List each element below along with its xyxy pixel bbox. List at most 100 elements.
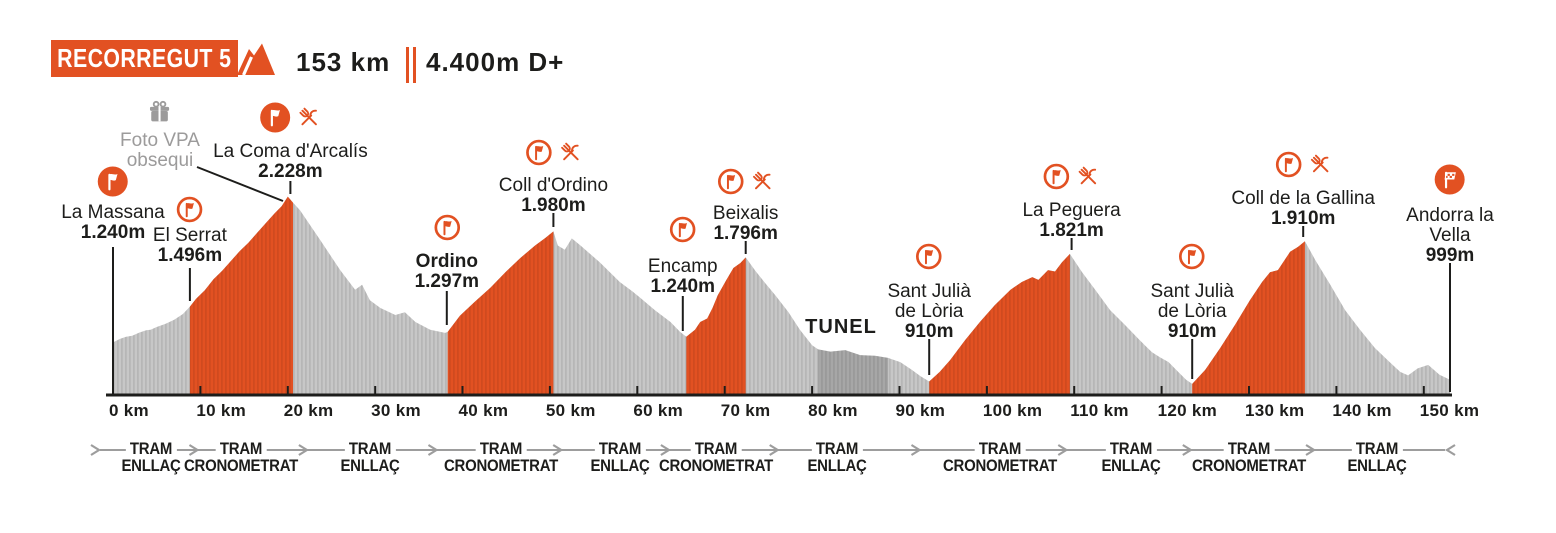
mountain-icon (236, 42, 276, 83)
food-station-icon (751, 170, 774, 198)
flag-outline-icon (176, 196, 203, 228)
waypoint-name: La Massana (61, 202, 165, 223)
waypoint-ordino: Ordino 1.297m (415, 214, 479, 292)
waypoint-altitude: 1.297m (414, 271, 480, 292)
segment-word-type: ENLLAÇ (590, 456, 650, 475)
segment-label-cronometrat-9: TRAM CRONOMETRAT (1184, 440, 1314, 475)
route-title: RECORREGUT 5 (57, 43, 232, 73)
waypoint-beixalis: Beixalis 1.796m (713, 168, 778, 244)
segment-label-enllac-10: TRAM ENLLAÇ (1344, 440, 1411, 475)
segment-word-type: CRONOMETRAT (184, 456, 299, 475)
waypoint-name: Sant Julià (1150, 281, 1234, 302)
segment-label-enllac-2: TRAM ENLLAÇ (337, 440, 404, 475)
photo-note-line2: obsequi (126, 150, 194, 171)
waypoint-la-coma-d-arcal-s: La Coma d'Arcalís 2.228m (213, 102, 368, 182)
x-axis-label-140km: 140 km (1332, 401, 1392, 420)
segment-label-cronometrat-5: TRAM CRONOMETRAT (651, 440, 781, 475)
food-station-icon (559, 141, 582, 169)
segment-word-type: ENLLAÇ (340, 456, 400, 475)
waypoint-coll-de-la-gallina: Coll de la Gallina 1.910m (1231, 151, 1375, 229)
x-axis-label-100km: 100 km (982, 401, 1043, 420)
waypoint-coll-d-ordino: Coll d'Ordino 1.980m (499, 139, 608, 216)
waypoint-la-peguera: La Peguera 1.821m (1022, 163, 1121, 241)
segment-label-cronometrat-3: TRAM CRONOMETRAT (436, 440, 566, 475)
separator-bar (413, 47, 416, 83)
x-axis-label-10km: 10 km (196, 401, 247, 420)
waypoint-name: Vella (1429, 225, 1471, 246)
route-title-box: RECORREGUT 5 (51, 40, 238, 77)
x-axis-label-70km: 70 km (720, 401, 771, 420)
flag-filled-icon (97, 166, 128, 202)
tunnel-label: TUNEL (805, 316, 877, 338)
segment-word-tram: TRAM (344, 440, 396, 457)
segment-word-type: CRONOMETRAT (443, 456, 558, 475)
segment-word-tram: TRAM (215, 440, 267, 457)
flag-finish-icon (1434, 164, 1465, 200)
waypoint-sant-juli-de-l-ria: Sant Julià de Lòria 910m (1150, 243, 1234, 342)
x-axis-label-30km: 30 km (371, 401, 421, 420)
waypoint-name: Andorra la (1406, 205, 1494, 226)
waypoint-encamp: Encamp 1.240m (648, 216, 718, 297)
gift-icon (147, 100, 174, 130)
waypoint-name: Encamp (647, 256, 718, 277)
segment-word-type: ENLLAÇ (1347, 456, 1408, 475)
segment-word-tram: TRAM (1223, 440, 1275, 457)
flag-outline-icon (433, 214, 460, 246)
segment-word-tram: TRAM (594, 440, 646, 457)
segment-word-type: CRONOMETRAT (1191, 456, 1306, 475)
segment-label-enllac-4: TRAM ENLLAÇ (586, 440, 653, 475)
flag-outline-icon (916, 243, 943, 275)
segment-label-enllac-6: TRAM ENLLAÇ (804, 440, 871, 475)
waypoint-altitude: 1.496m (157, 245, 223, 266)
waypoint-altitude: 910m (904, 321, 954, 342)
flag-outline-icon (669, 216, 696, 248)
segment-word-tram: TRAM (475, 440, 527, 457)
waypoint-altitude: 1.980m (521, 195, 586, 216)
segment-word-tram: TRAM (690, 440, 742, 457)
waypoint-la-massana: La Massana 1.240m (61, 166, 165, 243)
segment-word-tram: TRAM (125, 440, 177, 457)
waypoint-andorra-la-vella: Andorra la Vella 999m (1406, 164, 1494, 266)
waypoint-name: Coll de la Gallina (1231, 188, 1376, 209)
x-axis-label-40km: 40 km (458, 401, 509, 420)
segment-word-tram: TRAM (1351, 440, 1403, 457)
segment-label-enllac-0: TRAM ENLLAÇ (118, 440, 185, 474)
x-axis-label-60km: 60 km (633, 401, 684, 420)
waypoint-altitude: 1.821m (1039, 220, 1104, 241)
segment-word-tram: TRAM (974, 440, 1025, 457)
x-axis-label-20km: 20 km (283, 401, 334, 420)
x-axis-label-130km: 130 km (1245, 401, 1305, 420)
segment-label-enllac-8: TRAM ENLLAÇ (1097, 440, 1164, 474)
x-axis-label-120km: 120 km (1157, 401, 1218, 420)
segment-word-tram: TRAM (1105, 440, 1157, 457)
segment-word-type: CRONOMETRAT (658, 456, 773, 475)
segment-word-tram: TRAM (811, 440, 863, 457)
photo-note: Foto VPA obsequi (120, 99, 200, 171)
waypoint-name: de Lòria (1157, 301, 1227, 322)
flag-outline-icon (1275, 151, 1302, 183)
segment-label-cronometrat-1: TRAM CRONOMETRAT (177, 440, 307, 475)
waypoint-altitude: 1.240m (80, 222, 146, 243)
x-axis-label-150km: 150 km (1419, 401, 1480, 420)
total-distance: 153 km (296, 47, 391, 77)
x-axis-label-90km: 90 km (895, 401, 946, 420)
waypoint-altitude: 910m (1167, 321, 1217, 342)
waypoint-altitude: 1.240m (650, 276, 715, 297)
waypoint-el-serrat: El Serrat 1.496m (153, 196, 227, 266)
waypoint-name: Coll d'Ordino (498, 175, 609, 196)
waypoint-sant-juli-de-l-ria: Sant Julià de Lòria 910m (887, 243, 971, 342)
waypoint-name: La Coma d'Arcalís (213, 141, 368, 162)
flag-filled-icon (260, 102, 291, 138)
waypoint-name: Sant Julià (887, 281, 971, 302)
waypoint-altitude: 2.228m (258, 161, 323, 182)
x-axis-label-0km: 0 km (109, 401, 149, 420)
waypoint-name: Beixalis (712, 203, 779, 224)
waypoint-altitude: 1.910m (1270, 208, 1336, 229)
x-axis-label-50km: 50 km (545, 401, 596, 420)
waypoint-name: El Serrat (152, 225, 227, 246)
segment-word-type: ENLLAÇ (807, 456, 867, 475)
food-station-icon (298, 106, 321, 134)
flag-outline-icon (1043, 163, 1070, 195)
total-elevation-gain: 4.400m D+ (426, 47, 565, 77)
